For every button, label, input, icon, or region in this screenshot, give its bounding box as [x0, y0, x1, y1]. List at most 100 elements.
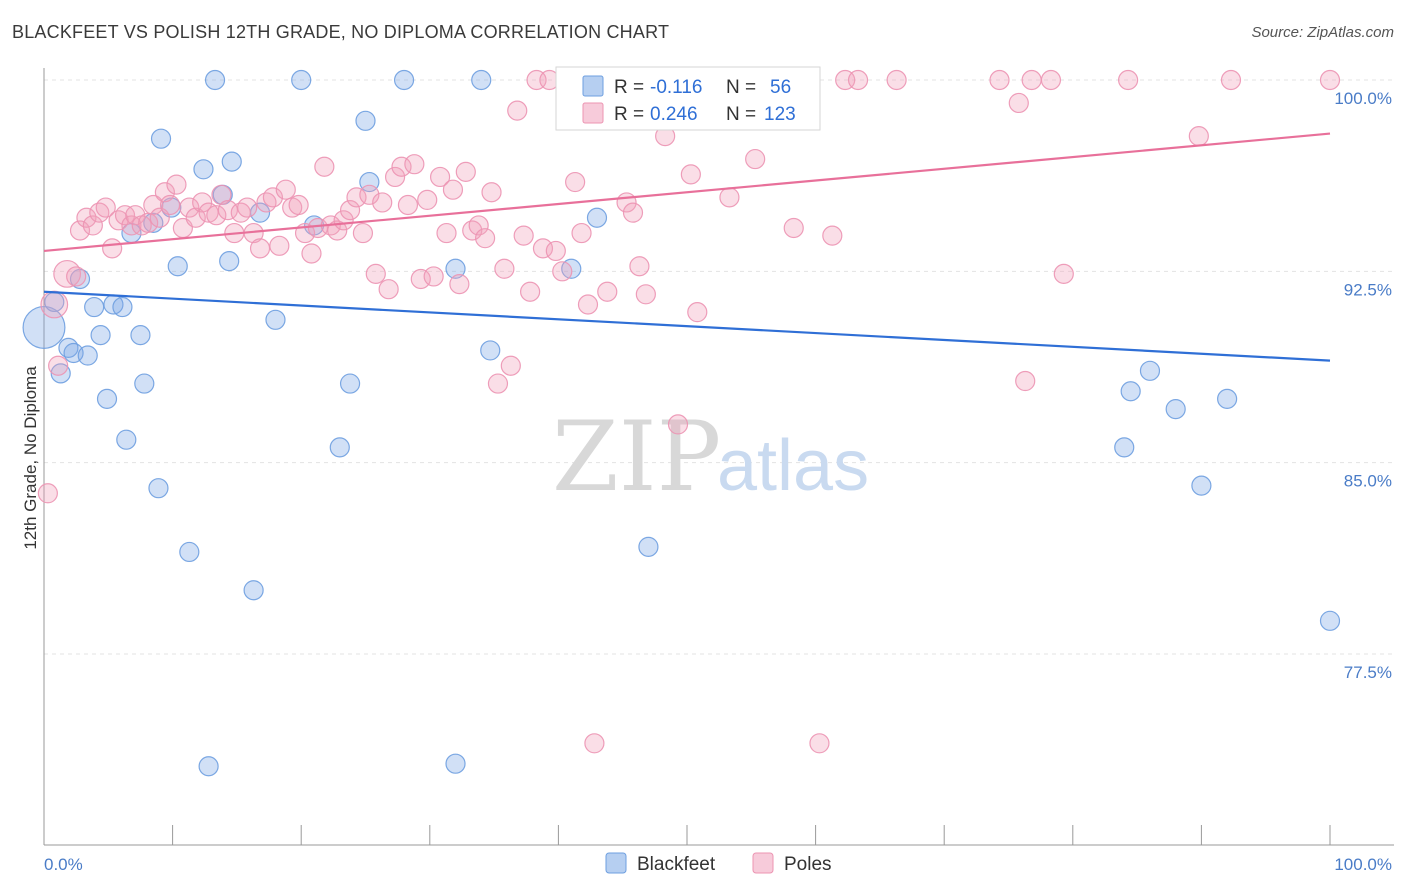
point-poles — [513, 225, 534, 246]
point-poles — [1220, 69, 1242, 91]
point-poles — [822, 225, 843, 246]
point-poles — [365, 263, 386, 284]
point-poles — [577, 294, 599, 315]
point-poles — [571, 222, 592, 244]
point-poles — [95, 197, 116, 218]
point-blackfeet — [148, 478, 169, 499]
point-poles — [1319, 69, 1341, 91]
y-tick-label: 85.0% — [1344, 472, 1392, 491]
point-poles — [359, 184, 380, 205]
point-poles — [314, 156, 335, 177]
point-poles — [125, 205, 146, 226]
point-poles — [269, 235, 290, 256]
point-blackfeet — [393, 69, 415, 91]
point-blackfeet — [339, 373, 361, 394]
y-tick-label: 100.0% — [1334, 89, 1392, 108]
point-blackfeet — [445, 258, 466, 279]
point-blackfeet — [1191, 475, 1212, 496]
point-poles — [66, 266, 87, 287]
point-poles — [1117, 69, 1139, 91]
point-blackfeet — [1165, 398, 1186, 420]
point-poles — [783, 217, 804, 239]
point-poles — [410, 268, 431, 290]
x-tick-marks — [43, 825, 1331, 845]
point-blackfeet — [1217, 388, 1238, 409]
point-blackfeet — [219, 251, 240, 272]
legend-n-label-blackfeet: N = — [726, 77, 756, 98]
point-blackfeet — [179, 541, 200, 563]
point-poles — [886, 69, 907, 91]
legend-swatch-poles — [582, 102, 604, 124]
series-legend-label-blackfeet: Blackfeet — [637, 854, 716, 875]
watermark: ZIP atlas — [552, 401, 869, 513]
point-blackfeet — [1139, 360, 1161, 381]
point-blackfeet — [445, 753, 466, 774]
point-poles — [809, 733, 830, 754]
watermark-zip: ZIP — [552, 401, 721, 513]
point-poles — [468, 215, 489, 236]
point-poles — [532, 238, 554, 259]
point-poles — [378, 279, 399, 300]
point-poles — [1040, 69, 1062, 91]
point-blackfeet — [22, 305, 66, 349]
point-poles — [397, 194, 419, 216]
point-poles — [1021, 69, 1042, 91]
point-poles — [481, 182, 502, 203]
point-poles — [249, 238, 271, 259]
point-poles — [494, 258, 515, 279]
point-poles — [275, 179, 296, 200]
point-poles — [629, 256, 650, 277]
point-poles — [687, 302, 708, 323]
point-blackfeet — [167, 256, 188, 277]
point-poles — [989, 69, 1010, 91]
y-tick-label: 92.5% — [1344, 280, 1392, 299]
axes — [43, 68, 1394, 846]
point-blackfeet — [50, 363, 71, 384]
point-poles — [449, 273, 470, 295]
point-poles — [429, 166, 451, 188]
point-poles — [114, 205, 136, 226]
y-tick-label: 77.5% — [1344, 663, 1392, 682]
point-poles — [185, 207, 206, 228]
point-poles — [1053, 263, 1074, 284]
legend-r-value-blackfeet: -0.116 — [650, 77, 702, 98]
point-poles — [847, 69, 869, 91]
x-tick-label-max: 100.0% — [1334, 855, 1392, 874]
chart-title: BLACKFEET VS POLISH 12TH GRADE, NO DIPLO… — [12, 22, 670, 42]
legend-r-value-poles: 0.246 — [650, 104, 698, 125]
point-blackfeet — [1120, 381, 1141, 402]
point-poles — [597, 281, 618, 302]
point-blackfeet — [84, 296, 105, 318]
point-poles — [667, 414, 689, 435]
point-poles — [211, 184, 232, 205]
trend-line-blackfeet — [43, 290, 1331, 362]
point-blackfeet — [77, 345, 98, 366]
point-poles — [417, 189, 438, 211]
point-blackfeet — [265, 309, 286, 330]
point-poles — [507, 100, 528, 121]
y-axis-label: 12th Grade, No Diploma — [21, 366, 40, 550]
point-poles — [584, 733, 605, 754]
point-blackfeet — [1114, 437, 1135, 458]
point-poles — [384, 166, 406, 188]
point-poles — [1008, 92, 1029, 114]
point-poles — [301, 243, 322, 264]
point-poles — [565, 171, 586, 193]
point-poles — [745, 148, 766, 170]
point-blackfeet — [638, 536, 659, 557]
point-poles — [288, 194, 309, 216]
data-points — [22, 69, 1341, 777]
point-poles — [40, 290, 69, 319]
point-blackfeet — [243, 580, 264, 601]
trend-line-poles — [43, 132, 1331, 253]
point-poles — [391, 156, 412, 177]
legend-swatch-blackfeet — [582, 75, 604, 97]
point-poles — [352, 222, 374, 244]
point-poles — [455, 161, 476, 182]
legend-r-label-poles: R = — [614, 104, 644, 125]
legend-r-label-blackfeet: R = — [614, 77, 644, 98]
point-poles — [423, 266, 444, 287]
point-poles — [474, 228, 496, 249]
point-poles — [262, 187, 284, 208]
